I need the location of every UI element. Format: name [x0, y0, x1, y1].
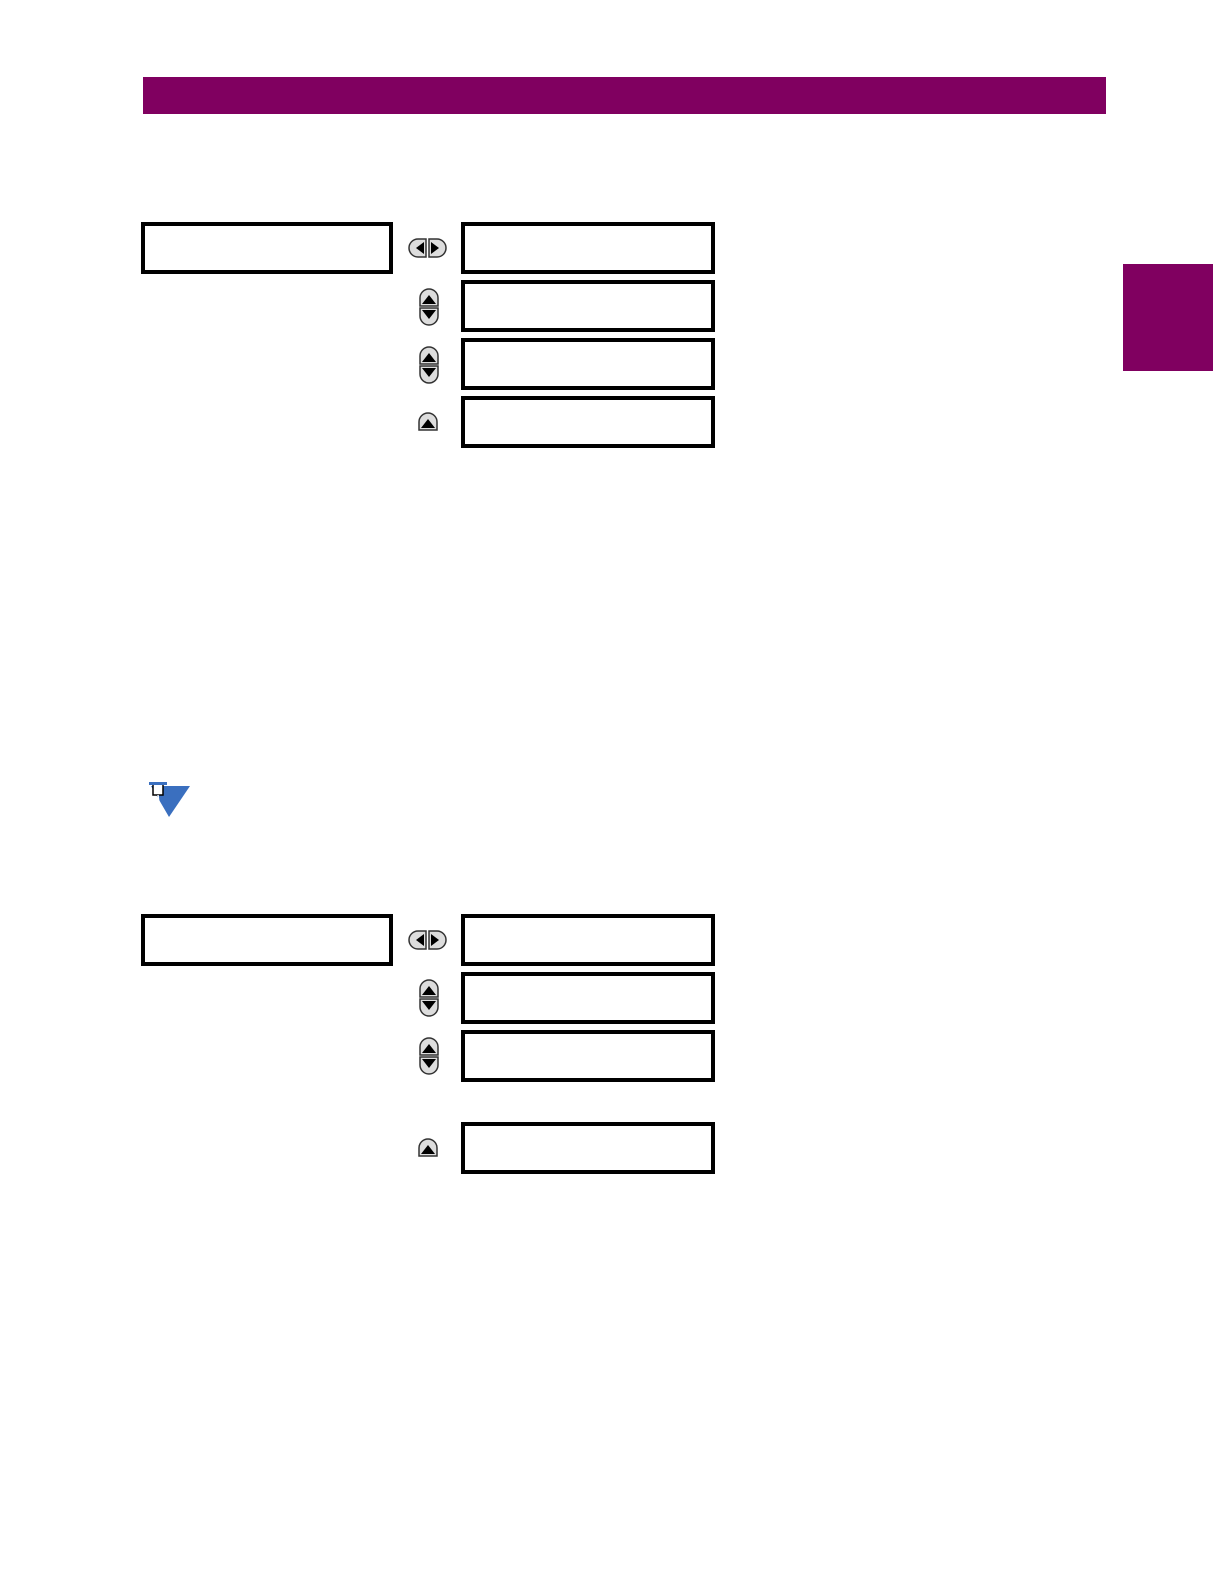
setting-box — [461, 1030, 715, 1082]
left-right-keys-icon — [408, 238, 447, 258]
setting-box — [461, 914, 715, 966]
up-down-keys-icon — [419, 346, 439, 384]
setting-box — [461, 972, 715, 1024]
up-down-keys-icon — [419, 288, 439, 326]
setting-box — [461, 1122, 715, 1174]
setting-box — [461, 222, 715, 274]
menu-heading-box — [141, 222, 393, 274]
menu-heading-box — [141, 914, 393, 966]
setting-box — [461, 280, 715, 332]
left-right-keys-icon — [408, 930, 447, 950]
setting-box — [461, 338, 715, 390]
up-down-keys-icon — [419, 1037, 439, 1075]
up-key-icon — [418, 412, 438, 431]
header-bar — [143, 77, 1106, 114]
note-pin-icon — [149, 782, 190, 817]
setting-box — [461, 396, 715, 448]
chapter-tab — [1123, 264, 1213, 371]
up-down-keys-icon — [419, 979, 439, 1017]
up-key-icon — [418, 1138, 438, 1157]
